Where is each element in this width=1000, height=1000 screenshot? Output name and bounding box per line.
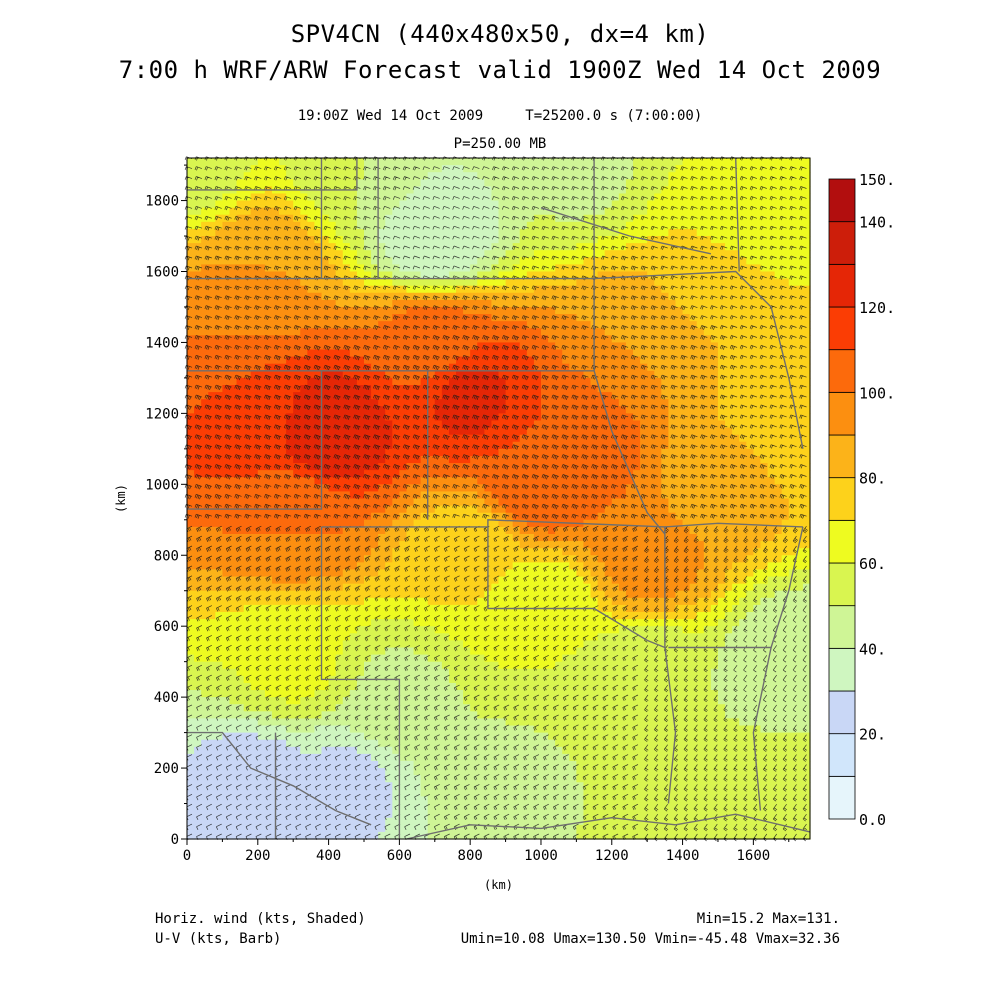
pressure-level: P=250.00 MB [453,136,547,152]
component-range-readout: Umin=10.08 Umax=130.50 Vmin=-45.48 Vmax=… [460,931,840,947]
x-tick-label: 200 [245,848,270,864]
y-tick-label: 1400 [145,335,179,351]
x-tick-label: 1200 [595,848,629,864]
colorbar-label: 20. [859,726,886,744]
wind-speed-field [187,158,811,840]
y-tick-label: 800 [154,548,179,564]
y-tick-label: 1600 [145,265,179,281]
colorbar-swatch [828,733,856,777]
x-axis-label: (km) [484,878,513,892]
colorbar: 0.0 20. 40. 60. 80. 100. 120. 140. 150. [828,171,895,829]
y-tick-label: 400 [154,690,179,706]
x-tick-label: 600 [387,848,412,864]
shaded-field-legend: Horiz. wind (kts, Shaded) [155,911,366,927]
colorbar-label: 100. [859,384,895,402]
colorbar-label: 120. [859,299,895,317]
y-tick-label: 600 [154,619,179,635]
colorbar-swatch [828,306,856,351]
colorbar-swatch [828,434,856,479]
chart-subtitle: 19:00Z Wed 14 Oct 2009 T=25200.0 s (7:00… [297,108,703,124]
y-tick-label: 1200 [145,406,179,422]
x-tick-label: 0 [183,848,191,864]
colorbar-swatch [828,391,856,436]
x-tick-label: 1400 [666,848,700,864]
x-tick-label: 1000 [524,848,558,864]
colorbar-label: 40. [859,640,886,658]
colorbar-swatch [828,263,856,308]
y-tick-label: 0 [171,832,179,848]
y-tick-label: 200 [154,761,179,777]
colorbar-swatch [828,519,856,564]
barb-field-legend: U-V (kts, Barb) [155,931,282,947]
colorbar-label: 140. [859,214,895,232]
y-axis-label: (km) [114,484,128,513]
colorbar-swatch [828,562,856,607]
plot-frame [186,157,811,840]
chart-title: SPV4CN (440x480x50, dx=4 km) [290,20,710,48]
colorbar-label: 60. [859,555,886,573]
colorbar-swatch [828,605,856,649]
x-tick-label: 1600 [737,848,771,864]
colorbar-swatch [828,690,856,735]
colorbar-label: 0.0 [859,811,886,829]
colorbar-label: 80. [859,470,886,488]
y-tick-label: 1000 [145,477,179,493]
wind-barbs [184,156,808,842]
chart-forecast-title: 7:00 h WRF/ARW Forecast valid 1900Z Wed … [118,56,882,84]
y-axis: 0 200 400 600 800 1000 1200 1400 1600 1800 [145,164,187,848]
colorbar-swatch [828,178,856,223]
colorbar-swatch [828,221,856,265]
x-tick-label: 400 [316,848,341,864]
colorbar-swatch [828,349,856,393]
state-borders [187,157,811,840]
colorbar-swatch [828,647,856,692]
x-axis: 0 200 400 600 800 1000 1200 1400 1600 [183,839,790,864]
colorbar-swatch [828,477,856,521]
y-tick-label: 1800 [145,194,179,210]
min-max-readout: Min=15.2 Max=131. [696,911,840,927]
colorbar-swatch [828,775,856,820]
x-tick-label: 800 [458,848,483,864]
colorbar-label: 150. [859,171,895,189]
